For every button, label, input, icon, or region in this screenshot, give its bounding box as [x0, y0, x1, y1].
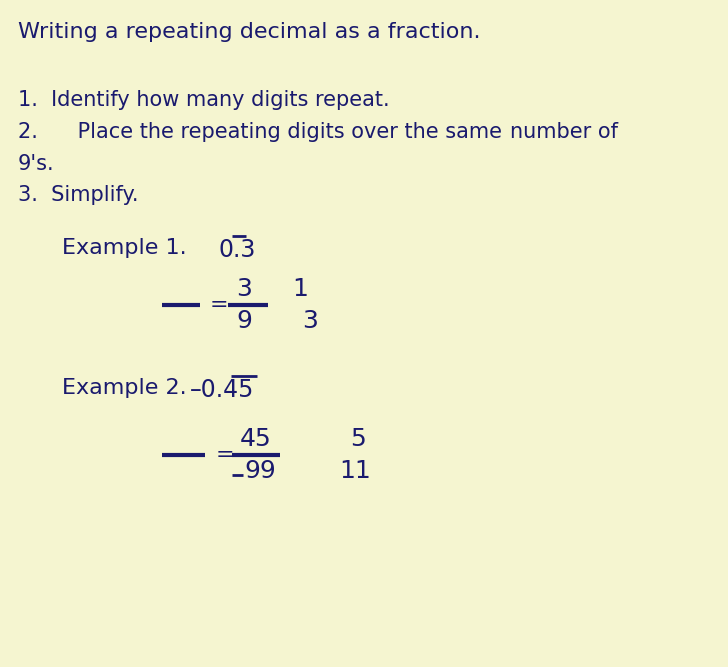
Text: Writing a repeating decimal as a fraction.: Writing a repeating decimal as a fractio… — [18, 22, 480, 42]
Text: Example 2.: Example 2. — [62, 378, 186, 398]
Text: =: = — [210, 295, 229, 315]
Text: 3: 3 — [236, 277, 252, 301]
Text: number of: number of — [510, 122, 618, 142]
Text: 1: 1 — [292, 277, 308, 301]
Text: 1.  Identify how many digits repeat.: 1. Identify how many digits repeat. — [18, 90, 389, 110]
Text: 5: 5 — [350, 427, 366, 451]
Text: 3.  Simplify.: 3. Simplify. — [18, 185, 138, 205]
Text: 3: 3 — [302, 309, 318, 333]
Text: 0.3: 0.3 — [218, 238, 256, 262]
Text: Example 1.: Example 1. — [62, 238, 186, 258]
Text: =: = — [216, 445, 234, 465]
Text: 45: 45 — [240, 427, 272, 451]
Text: 9: 9 — [236, 309, 252, 333]
Text: 99: 99 — [244, 459, 276, 483]
Text: 11: 11 — [339, 459, 371, 483]
Text: –0.45: –0.45 — [190, 378, 254, 402]
Text: 2.      Place the repeating digits over the same: 2. Place the repeating digits over the s… — [18, 122, 502, 142]
Text: 9's.: 9's. — [18, 154, 55, 174]
